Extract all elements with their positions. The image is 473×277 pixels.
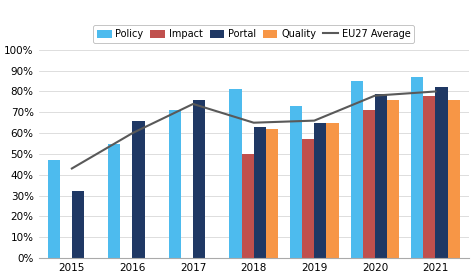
- Bar: [290, 106, 302, 258]
- Bar: [193, 100, 205, 258]
- Bar: [242, 154, 254, 258]
- Bar: [350, 81, 363, 258]
- Bar: [229, 89, 242, 258]
- Bar: [387, 100, 399, 258]
- Bar: [266, 129, 278, 258]
- Bar: [411, 77, 423, 258]
- Bar: [423, 96, 436, 258]
- Bar: [302, 139, 314, 258]
- Bar: [169, 110, 181, 258]
- Bar: [314, 123, 326, 258]
- Bar: [254, 127, 266, 258]
- Bar: [132, 120, 145, 258]
- Bar: [48, 160, 60, 258]
- Bar: [436, 87, 447, 258]
- Bar: [72, 191, 84, 258]
- Bar: [108, 143, 120, 258]
- Bar: [326, 123, 339, 258]
- Bar: [363, 110, 375, 258]
- Bar: [375, 94, 387, 258]
- Legend: Policy, Impact, Portal, Quality, EU27 Average: Policy, Impact, Portal, Quality, EU27 Av…: [93, 25, 414, 43]
- Bar: [447, 100, 460, 258]
